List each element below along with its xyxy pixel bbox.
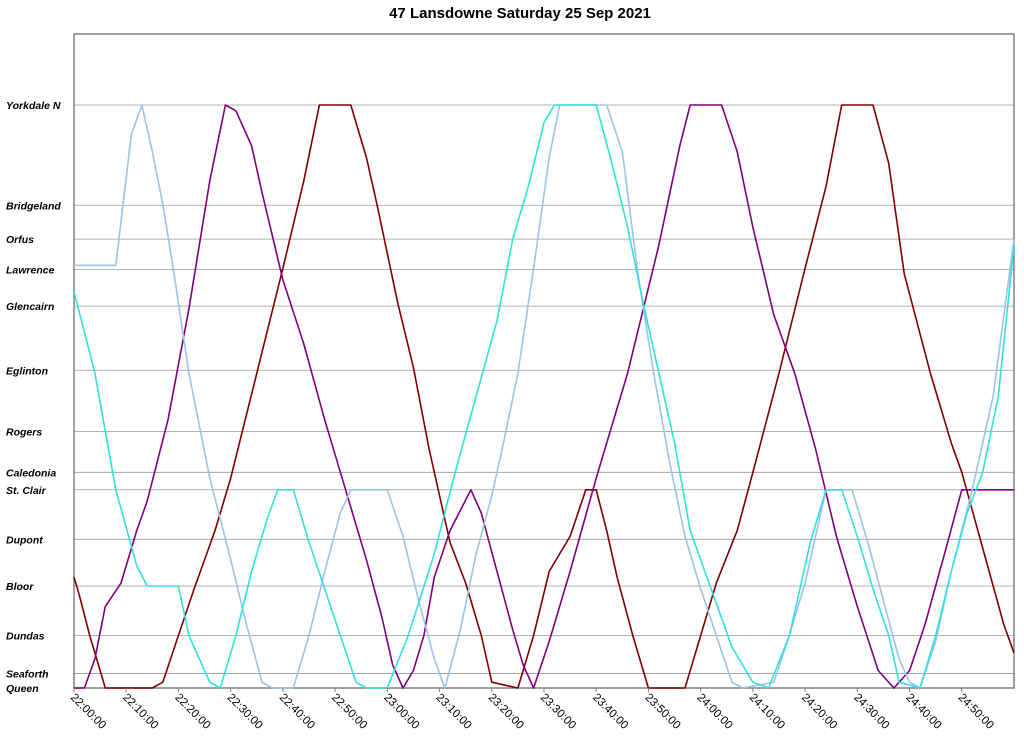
x-tick-labels: 22:00:00 22:10:00 22:20:00 22:30:00 22:40:00… <box>68 688 996 732</box>
x-tick-label: 24:50:00 <box>956 692 996 732</box>
series-line-1 <box>73 104 1015 689</box>
y-tick-label: Eglinton <box>6 365 48 377</box>
x-tick-label: 22:20:00 <box>172 692 212 732</box>
y-tick-labels: Yorkdale N Bridgeland Orfus Lawrence Glencai… <box>6 100 61 695</box>
y-tick-label: Dundas <box>6 631 45 643</box>
series-lines <box>73 104 1015 689</box>
x-tick-label: 23:40:00 <box>590 692 630 732</box>
y-tick-label: Bridgeland <box>6 200 61 212</box>
x-tick-label: 22:50:00 <box>329 692 369 732</box>
series-line-3 <box>74 104 1015 689</box>
series-line-4 <box>73 104 1015 689</box>
x-tick-label: 22:10:00 <box>120 692 160 732</box>
y-tick-label: Lawrence <box>6 264 55 276</box>
x-tick-label: 24:20:00 <box>799 692 839 732</box>
x-tick-label: 24:40:00 <box>903 692 943 732</box>
y-tick-label: Queen <box>6 683 39 695</box>
x-tick-label: 24:10:00 <box>747 692 787 732</box>
y-tick-label: Rogers <box>6 426 42 438</box>
x-tick-label: 22:40:00 <box>277 692 317 732</box>
y-tick-label: Dupont <box>6 534 43 546</box>
chart-title: 47 Lansdowne Saturday 25 Sep 2021 <box>389 5 651 22</box>
series-line-2 <box>74 104 1014 689</box>
x-tick-label: 23:20:00 <box>486 692 526 732</box>
y-tick-label: Seaforth <box>6 668 49 680</box>
x-tick-label: 24:00:00 <box>695 692 735 732</box>
y-tick-label: Yorkdale N <box>6 100 61 112</box>
y-tick-label: Bloor <box>6 581 34 593</box>
y-tick-label: St. Clair <box>6 485 47 497</box>
y-tick-label: Orfus <box>6 234 34 246</box>
x-tick-label: 22:30:00 <box>225 692 265 732</box>
x-tick-label: 23:00:00 <box>381 692 421 732</box>
x-tick-label: 22:00:00 <box>68 692 108 732</box>
x-tick-label: 23:30:00 <box>538 692 578 732</box>
x-tick-label: 23:10:00 <box>433 692 473 732</box>
x-tick-label: 23:50:00 <box>642 692 682 732</box>
x-tick-label: 24:30:00 <box>851 692 891 732</box>
y-tick-label: Glencairn <box>6 301 54 313</box>
y-tick-label: Caledonia <box>6 467 56 479</box>
